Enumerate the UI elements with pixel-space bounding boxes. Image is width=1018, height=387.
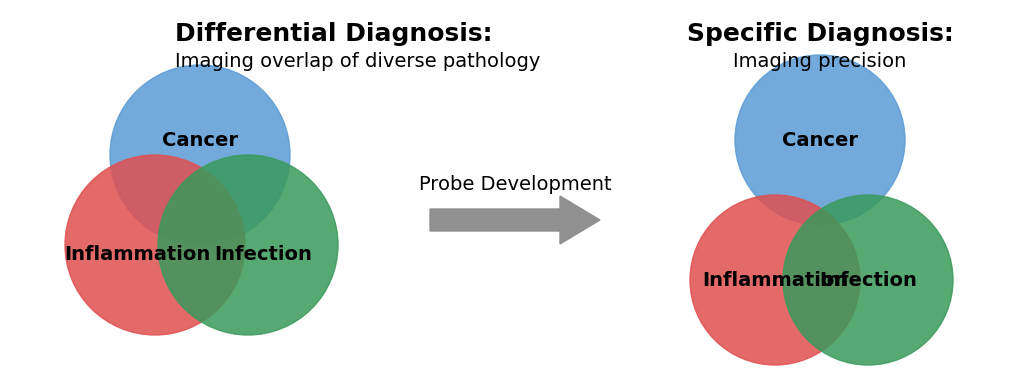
Text: Imaging overlap of diverse pathology: Imaging overlap of diverse pathology (175, 52, 541, 71)
Text: Differential Diagnosis:: Differential Diagnosis: (175, 22, 493, 46)
Text: Infection: Infection (819, 271, 917, 289)
Circle shape (158, 155, 338, 335)
Circle shape (690, 195, 860, 365)
Circle shape (735, 55, 905, 225)
Text: Infection: Infection (214, 245, 312, 264)
Text: Cancer: Cancer (162, 130, 238, 149)
Circle shape (65, 155, 245, 335)
Text: Probe Development: Probe Development (418, 175, 612, 195)
Circle shape (110, 65, 290, 245)
Circle shape (783, 195, 953, 365)
Text: Cancer: Cancer (782, 130, 858, 149)
Text: Inflammation: Inflammation (701, 271, 848, 289)
Text: Specific Diagnosis:: Specific Diagnosis: (686, 22, 954, 46)
Text: Inflammation: Inflammation (64, 245, 210, 264)
Text: Imaging precision: Imaging precision (733, 52, 907, 71)
FancyArrow shape (430, 196, 600, 244)
